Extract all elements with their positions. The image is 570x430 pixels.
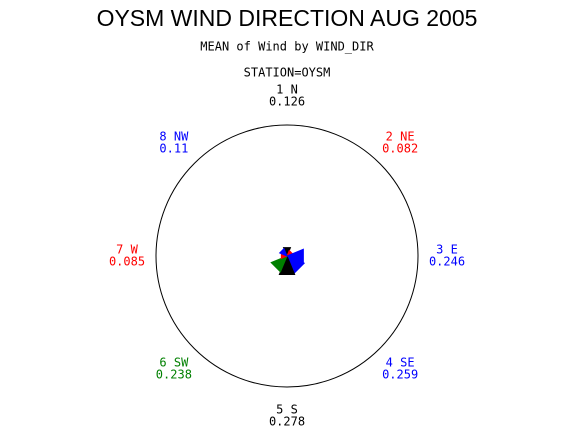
value-label: 0.126 xyxy=(269,95,305,109)
outer-circle xyxy=(155,124,419,388)
chart-subtitle: MEAN of Wind by WIND_DIR xyxy=(200,40,374,54)
category-label: 2 NE xyxy=(386,129,415,143)
value-label: 0.238 xyxy=(156,368,192,382)
value-label: 0.259 xyxy=(382,368,418,382)
chart-title: OYSM WIND DIRECTION AUG 2005 xyxy=(97,5,478,31)
category-label: 3 E xyxy=(436,243,458,257)
value-label: 0.246 xyxy=(429,255,465,269)
value-label: 0.085 xyxy=(109,255,145,269)
wedge xyxy=(278,247,288,257)
category-label: 7 W xyxy=(116,243,138,257)
category-label: 4 SE xyxy=(386,356,415,370)
category-label: 5 S xyxy=(276,403,298,417)
value-label: 0.278 xyxy=(269,415,305,429)
value-label: 0.082 xyxy=(382,141,418,155)
category-label: 1 N xyxy=(276,83,298,97)
wedge xyxy=(270,255,288,273)
category-label: 6 SW xyxy=(159,356,189,370)
value-label: 0.11 xyxy=(159,141,188,155)
category-label: 8 NW xyxy=(159,129,189,143)
group-label: STATION=OYSM xyxy=(244,66,331,80)
